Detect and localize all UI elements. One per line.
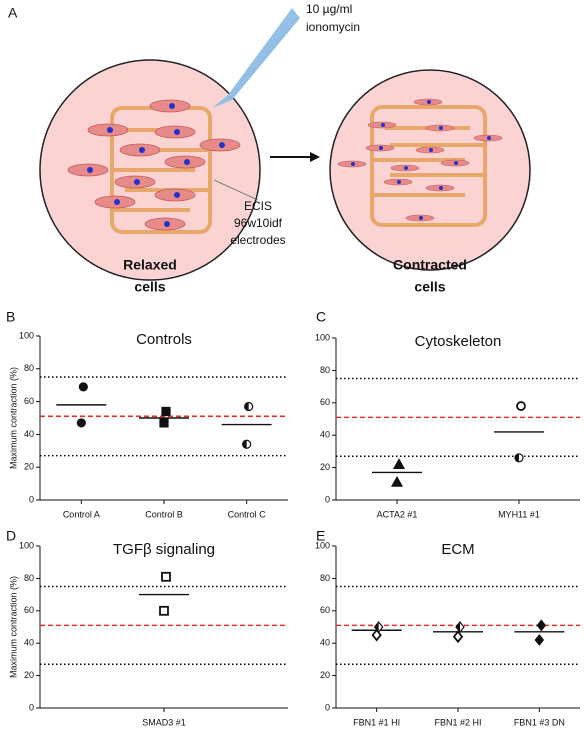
data-point (514, 453, 524, 463)
x-tick-label: SMAD3 #1 (142, 717, 186, 727)
x-tick-label: Control A (63, 509, 100, 519)
marker-half (456, 622, 460, 632)
y-tick-label: 80 (320, 365, 330, 375)
y-tick-label: 40 (320, 430, 330, 440)
pipette (212, 8, 300, 108)
chart-title: ECM (441, 541, 474, 558)
reagent: 10 µg/ml (306, 2, 352, 16)
y-axis-label: Maximum contraction (%) (8, 576, 18, 678)
chart-title: Controls (136, 331, 192, 348)
y-tick-label: 0 (325, 702, 330, 712)
well-contracted (329, 69, 531, 271)
panel-letter: D (6, 528, 16, 544)
data-point (452, 630, 464, 644)
data-point (516, 401, 526, 411)
chart-title: Cytoskeleton (415, 333, 502, 350)
y-tick-label: 0 (29, 702, 34, 712)
marker-shape (159, 418, 169, 428)
y-tick-label: 0 (29, 494, 34, 504)
x-tick-label: MYH11 #1 (498, 509, 540, 519)
x-tick-label: FBN1 #1 HI (353, 717, 400, 727)
marker-shape (159, 605, 169, 616)
x-tick-label: Control C (228, 509, 267, 519)
marker-half (515, 453, 519, 462)
data-point (534, 633, 545, 646)
y-tick-label: 60 (320, 397, 330, 407)
panel-letter: B (6, 309, 15, 325)
y-tick-label: 100 (315, 332, 330, 342)
panel-a: A 10 µg/ml ionomycin ECIS 96w10idf elect… (8, 2, 531, 295)
data-point (78, 382, 88, 392)
marker-shape (392, 458, 406, 469)
pointer (213, 179, 259, 201)
panel-letter: E (316, 528, 325, 544)
data-point (161, 571, 171, 582)
y-tick-label: 80 (24, 363, 34, 373)
panel-letter: C (316, 309, 326, 325)
state-label: Contracted (393, 257, 467, 273)
data-point (371, 628, 382, 642)
data-point (76, 418, 86, 428)
data-point (159, 418, 169, 428)
chart-title: TGFβ signaling (113, 541, 215, 558)
x-tick-label: FBN1 #2 HI (434, 717, 481, 727)
y-tick-label: 40 (24, 638, 34, 648)
electrode-label: ECIS (244, 199, 272, 213)
y-tick-label: 20 (24, 670, 34, 680)
state-label: cells (134, 279, 165, 295)
data-point (455, 621, 465, 633)
x-tick-label: Control B (145, 509, 183, 519)
reagent: ionomycin (306, 20, 360, 34)
marker-shape (390, 475, 404, 487)
marker-shape (161, 406, 171, 417)
x-tick-label: FBN1 #3 DN (514, 717, 565, 727)
marker-shape (452, 630, 464, 644)
data-point (244, 401, 254, 412)
data-point (242, 439, 252, 449)
data-point (159, 605, 169, 616)
y-tick-label: 0 (325, 494, 330, 504)
marker-half (242, 440, 247, 449)
y-tick-label: 20 (320, 670, 330, 680)
y-tick-label: 80 (320, 573, 330, 583)
y-tick-label: 60 (24, 396, 34, 406)
data-point (536, 619, 547, 632)
electrode-label: electrodes (230, 233, 285, 247)
x-tick-label: ACTA2 #1 (377, 509, 418, 519)
y-tick-label: 100 (19, 540, 34, 550)
y-tick-label: 100 (315, 540, 330, 550)
arrow-head (310, 152, 320, 162)
y-tick-label: 60 (320, 605, 330, 615)
data-point (392, 458, 406, 469)
y-tick-label: 40 (320, 638, 330, 648)
y-tick-label: 80 (24, 573, 34, 583)
electrode-label: 96w10idf (234, 216, 283, 230)
marker-shape (534, 633, 545, 646)
state-label: Relaxed (123, 257, 177, 273)
marker-shape (76, 418, 86, 428)
marker-half (374, 622, 379, 632)
data-point (161, 406, 171, 417)
y-axis-label: Maximum contraction (%) (8, 367, 18, 469)
data-point (390, 475, 404, 487)
y-tick-label: 40 (24, 429, 34, 439)
marker-shape (516, 401, 526, 411)
state-label: cells (414, 279, 445, 295)
y-tick-label: 20 (320, 462, 330, 472)
marker-half (244, 402, 249, 411)
y-tick-label: 60 (24, 605, 34, 615)
marker-shape (536, 619, 547, 632)
y-tick-label: 20 (24, 462, 34, 472)
panel-letter: A (8, 5, 18, 21)
y-tick-label: 100 (19, 330, 34, 340)
marker-shape (371, 628, 382, 642)
marker-shape (78, 382, 88, 392)
marker-shape (161, 571, 171, 582)
